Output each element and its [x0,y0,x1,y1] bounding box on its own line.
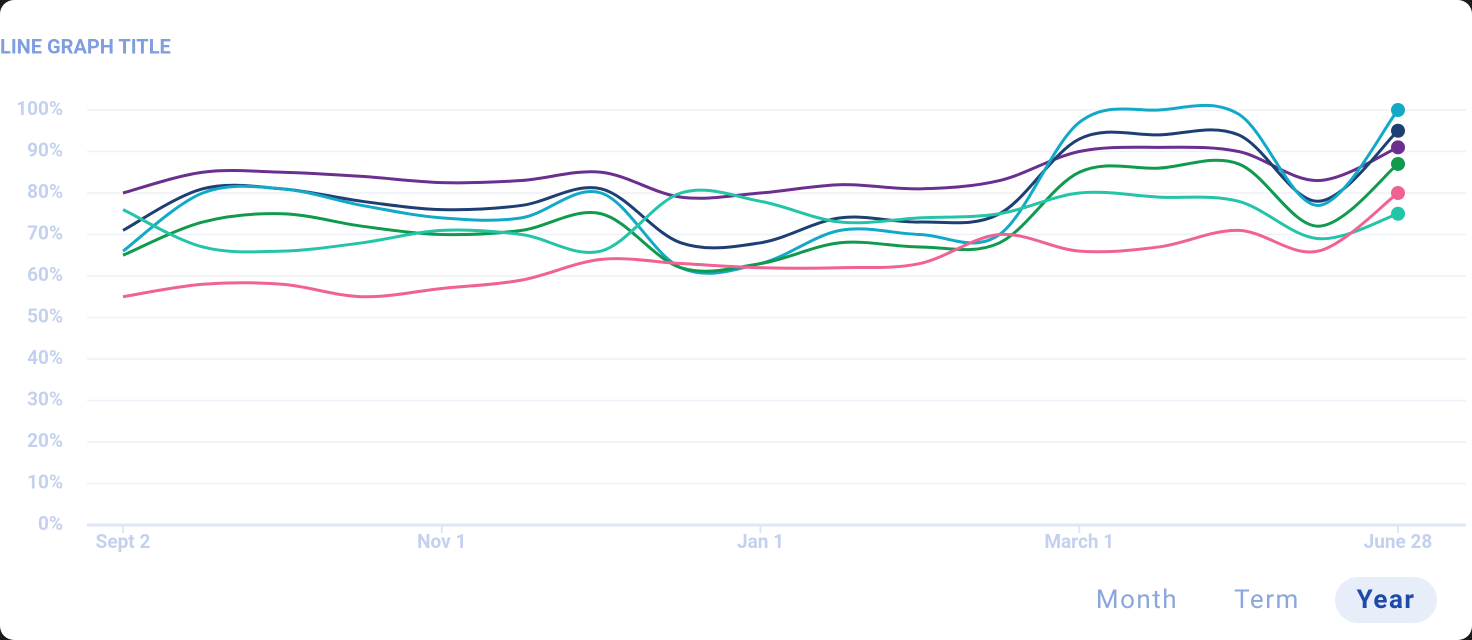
line [122,145,1399,200]
y-tick-label: 50% [27,305,63,328]
y-tick-label: 60% [27,263,63,286]
range-button[interactable]: Month [1095,585,1179,615]
end-point [1391,156,1405,171]
chart: LINE GRAPH TITLE 0% 10% 20% 30% 40% 50% 60% 70%… [0,34,1466,553]
y-tick-label: 0% [38,512,63,535]
y-tick-label: 20% [27,429,63,452]
line [122,158,1399,273]
y-tick-label: 70% [27,222,63,245]
y-tick-label: 90% [27,139,63,162]
y-tick-label: 40% [27,346,63,369]
y-tick-label: 80% [27,180,63,203]
x-tick-label: Sept 2 [96,530,151,553]
line [122,188,1399,254]
x-tick-label: March 1 [1044,530,1114,553]
line [122,103,1400,275]
x-tick-label: June 28 [1364,530,1433,553]
y-tick-label: 30% [27,388,63,411]
chart-title: LINE GRAPH TITLE [0,34,171,58]
end-point [1391,186,1405,200]
end-point [1391,140,1405,155]
end-point [1391,123,1405,138]
range-button[interactable]: Term [1234,585,1300,615]
x-tick-label: Nov 1 [417,530,466,553]
x-tick-label: Jan 1 [737,530,784,553]
y-tick-label: 10% [27,471,63,494]
line [122,128,1400,250]
end-point [1391,103,1405,117]
range-button[interactable]: Year [1335,577,1437,623]
line [122,191,1399,299]
y-tick-label: 100% [16,97,63,120]
end-point [1391,206,1405,221]
